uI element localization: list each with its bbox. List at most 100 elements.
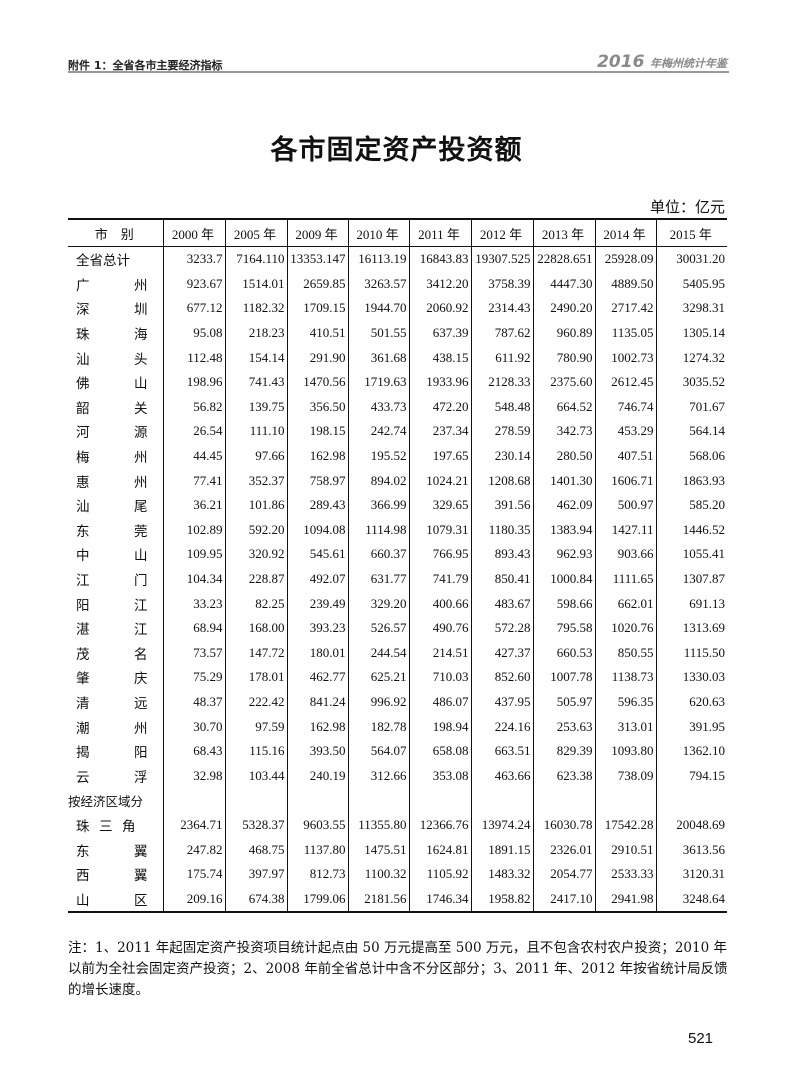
table-cell: 102.89 [162, 517, 225, 543]
table-cell: 17542.28 [594, 812, 656, 838]
table-cell: 1863.93 [655, 468, 727, 493]
row-label-char: 翼 [134, 868, 148, 885]
row-label-char: 名 [134, 646, 148, 663]
table-cell: 237.34 [408, 419, 471, 444]
table-cell: 180.01 [286, 640, 348, 666]
table-row: 东莞 102.89 592.20 1094.08 1114.98 1079.31 1180.… [68, 517, 727, 543]
row-label: 云浮 [68, 763, 163, 788]
column-header: 2009 年 [286, 218, 348, 247]
table-cell: 1799.06 [286, 886, 348, 914]
table-cell: 2326.01 [532, 837, 595, 862]
row-label-char: 东 [76, 843, 90, 860]
row-label-char: 东 [76, 523, 90, 540]
table-cell: 893.43 [470, 542, 533, 567]
table-row: 广州 923.67 1514.01 2659.85 3263.57 3412.20 3758… [68, 271, 727, 297]
table-cell: 178.01 [224, 665, 287, 690]
table-cell: 33.23 [162, 591, 225, 616]
table-cell: 1000.84 [532, 566, 595, 592]
column-header: 2010 年 [347, 218, 409, 247]
table-cell: 1105.92 [408, 861, 471, 887]
table-cell: 658.08 [408, 738, 471, 764]
table-cell: 30.70 [162, 714, 225, 739]
table-cell: 677.12 [162, 296, 225, 321]
column-header: 市 别 [68, 218, 163, 247]
table-cell: 1401.30 [532, 468, 595, 493]
table-cell: 1100.32 [347, 861, 409, 887]
table-cell: 3613.56 [655, 837, 727, 862]
row-label-char: 浮 [134, 769, 148, 786]
table-cell: 438.15 [408, 345, 471, 370]
table-cell: 1180.35 [470, 517, 533, 543]
table-row: 深圳 677.12 1182.32 1709.15 1944.70 2060.92 2314… [68, 296, 727, 321]
table-cell: 492.07 [286, 566, 348, 592]
table-row: 西翼 175.74 397.97 812.73 1100.32 1105.92 1483.3… [68, 861, 727, 887]
yearbook-year: 2016 [597, 52, 645, 72]
table-cell: 56.82 [162, 394, 225, 420]
table-cell: 2612.45 [594, 369, 656, 395]
table-cell: 391.56 [470, 492, 533, 518]
table-cell: 1138.73 [594, 665, 656, 690]
table-cell: 894.02 [347, 468, 409, 493]
table-row: 潮州 30.70 97.59 162.98 182.78 198.94 224.16 253.… [68, 714, 727, 739]
table-cell: 291.90 [286, 345, 348, 370]
table-cell: 2364.71 [162, 812, 225, 838]
table-cell: 2181.56 [347, 886, 409, 914]
table-cell: 111.10 [224, 419, 287, 444]
table-cell: 342.73 [532, 419, 595, 444]
row-label: 中山 [68, 542, 163, 567]
table-cell: 1182.32 [224, 296, 287, 321]
table-cell: 662.01 [594, 591, 656, 616]
table-cell: 468.75 [224, 837, 287, 862]
row-label-char: 州 [134, 474, 148, 491]
table-cell: 239.49 [286, 591, 348, 616]
table-cell: 738.09 [594, 763, 656, 789]
table-cell: 25928.09 [594, 246, 656, 272]
table-cell: 12366.76 [408, 812, 471, 838]
table-cell: 361.68 [347, 345, 409, 370]
row-label: 潮州 [68, 714, 163, 739]
table-cell: 278.59 [470, 419, 533, 444]
table-cell: 109.95 [162, 542, 225, 567]
table-cell: 462.09 [532, 492, 595, 518]
table-cell: 2717.42 [594, 296, 656, 321]
table-cell: 1958.82 [470, 886, 533, 914]
yearbook-name: 年梅州统计年鉴 [650, 57, 727, 70]
table-cell: 1933.96 [408, 369, 471, 395]
table-cell: 592.20 [224, 517, 287, 543]
table-cell: 1475.51 [347, 837, 409, 862]
table-cell: 660.37 [347, 542, 409, 567]
table-cell: 195.52 [347, 443, 409, 469]
table-cell: 224.16 [470, 714, 533, 739]
table-cell: 82.25 [224, 591, 287, 616]
table-cell: 356.50 [286, 394, 348, 420]
table-cell: 400.66 [408, 591, 471, 616]
column-header: 2013 年 [532, 218, 595, 247]
table-row: 汕头 112.48 154.14 291.90 361.68 438.15 611.92 78… [68, 345, 727, 370]
table-cell: 780.90 [532, 345, 595, 370]
table-cell: 320.92 [224, 542, 287, 567]
row-label-char: 惠 [76, 474, 90, 491]
table-cell [286, 788, 348, 813]
table-cell: 2060.92 [408, 296, 471, 321]
row-label: 西翼 [68, 862, 163, 887]
table-cell: 162.98 [286, 714, 348, 739]
table-cell: 101.86 [224, 492, 287, 518]
row-label-char: 清 [76, 695, 90, 712]
row-label: 全省总计 [68, 247, 163, 272]
table-row: 佛山 198.96 741.43 1470.56 1719.63 1933.96 2128.… [68, 369, 727, 395]
table-cell: 5328.37 [224, 812, 287, 838]
table-cell: 1709.15 [286, 296, 348, 321]
header-divider [68, 71, 729, 73]
row-label: 惠州 [68, 468, 163, 493]
row-label-char: 门 [134, 573, 148, 590]
table-cell: 746.74 [594, 394, 656, 420]
table-cell: 198.96 [162, 369, 225, 395]
table-cell: 564.07 [347, 738, 409, 764]
table-cell: 4889.50 [594, 271, 656, 297]
row-label-char: 关 [134, 400, 148, 417]
table-cell: 564.14 [655, 419, 727, 444]
table-cell: 852.60 [470, 665, 533, 690]
row-label: 珠三角 [68, 813, 163, 838]
table-cell: 1330.03 [655, 665, 727, 690]
